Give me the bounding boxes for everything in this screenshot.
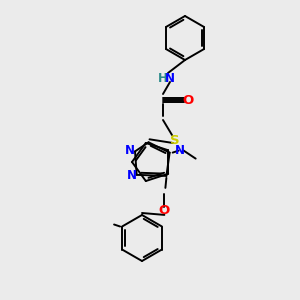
Text: H: H bbox=[158, 71, 168, 85]
Text: S: S bbox=[170, 134, 180, 146]
Text: N: N bbox=[175, 144, 185, 157]
Text: N: N bbox=[125, 144, 135, 157]
Text: N: N bbox=[165, 71, 175, 85]
Text: O: O bbox=[182, 94, 194, 106]
Text: N: N bbox=[127, 169, 137, 182]
Text: O: O bbox=[159, 204, 170, 218]
